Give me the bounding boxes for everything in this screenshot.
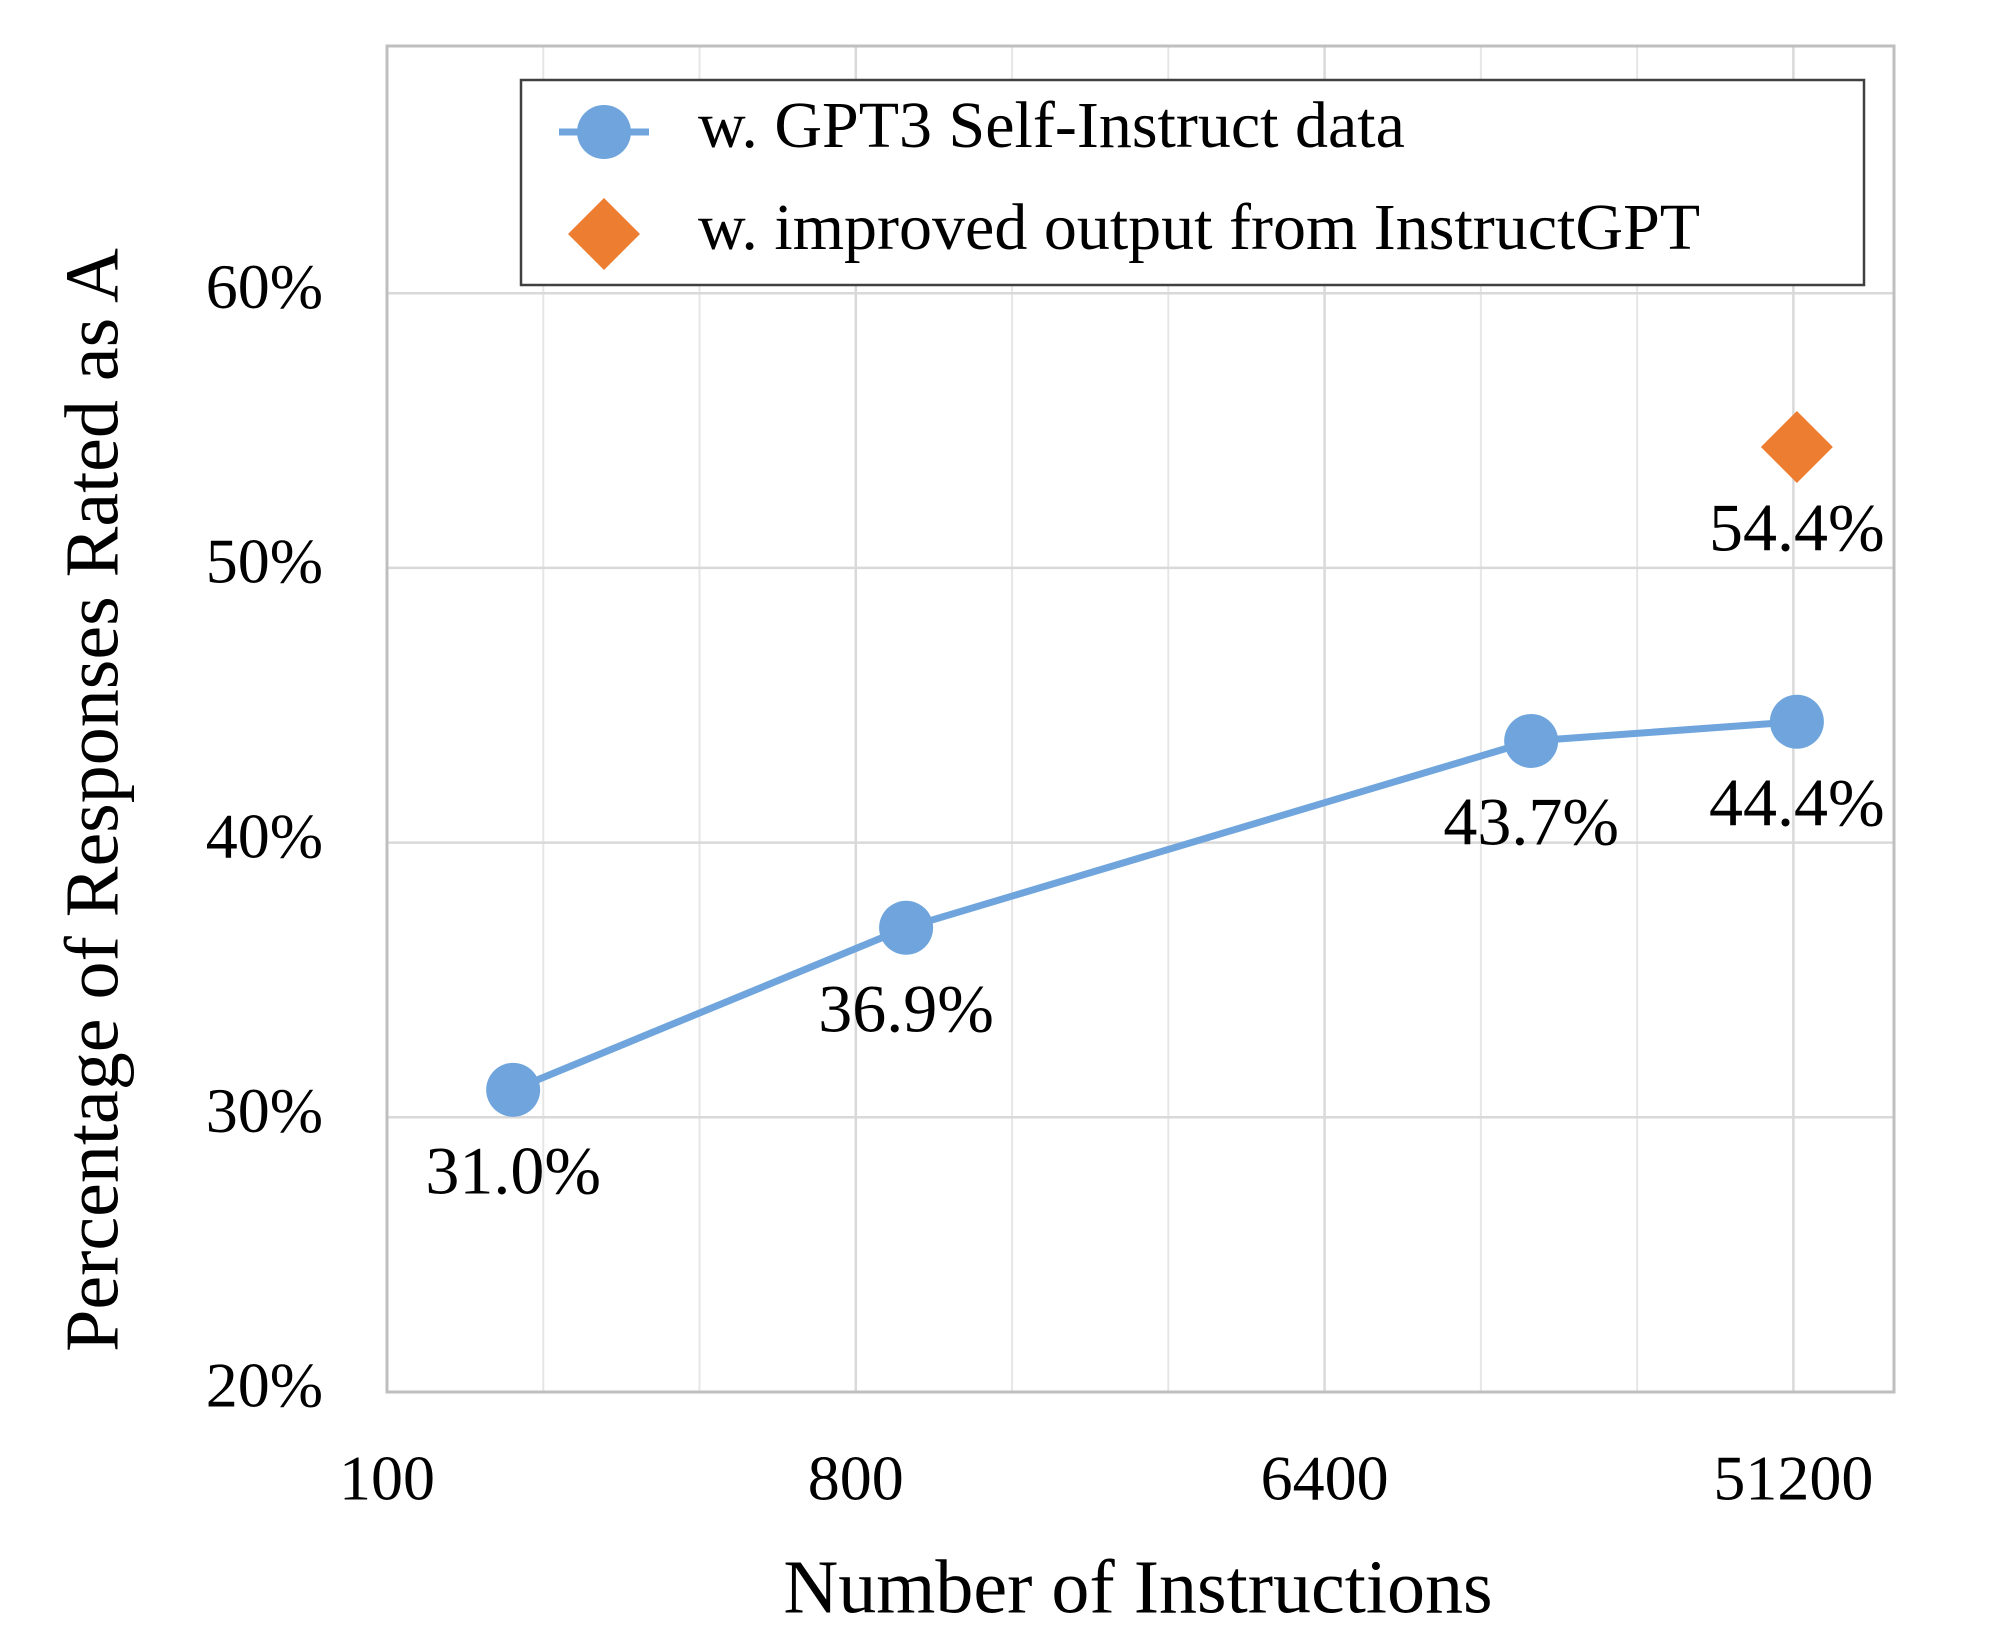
- legend-label: w. GPT3 Self-Instruct data: [698, 89, 1405, 162]
- series-line: [511, 718, 1798, 1094]
- y-tick-label: 30%: [206, 1075, 323, 1146]
- point: [1760, 411, 1833, 484]
- data-label: 31.0%: [425, 1132, 601, 1208]
- legend-marker: [577, 105, 631, 159]
- y-axis-title: Percentage of Responses Rated as A: [50, 248, 134, 1352]
- y-tick-label: 20%: [206, 1350, 323, 1421]
- data-label: 54.4%: [1709, 490, 1885, 566]
- y-tick-label: 40%: [206, 800, 323, 871]
- point: [1504, 713, 1559, 768]
- data-label: 36.9%: [818, 970, 994, 1046]
- x-tick-label: 51200: [1713, 1443, 1873, 1514]
- y-tick-label: 50%: [206, 526, 323, 597]
- legend-marker: [568, 198, 640, 270]
- y-tick-label: 60%: [206, 251, 323, 322]
- data-label: 44.4%: [1709, 764, 1885, 840]
- x-tick-label: 800: [808, 1443, 904, 1514]
- x-tick-label: 6400: [1261, 1443, 1389, 1514]
- point: [1769, 694, 1824, 749]
- x-tick-label: 100: [339, 1443, 435, 1514]
- point: [879, 900, 934, 955]
- data-label: 43.7%: [1443, 784, 1619, 860]
- legend-label: w. improved output from InstructGPT: [698, 191, 1700, 264]
- plot-border: [385, 44, 1896, 1394]
- point: [486, 1062, 541, 1117]
- x-axis-title: Number of Instructions: [783, 1545, 1492, 1629]
- legend-box: [519, 78, 1866, 287]
